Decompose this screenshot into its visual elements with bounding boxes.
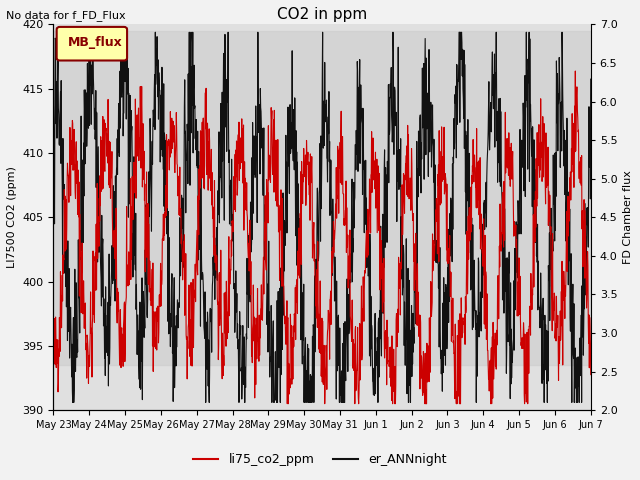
- Bar: [54, 31, 591, 365]
- Y-axis label: LI7500 CO2 (ppm): LI7500 CO2 (ppm): [7, 167, 17, 268]
- Legend: li75_co2_ppm, er_ANNnight: li75_co2_ppm, er_ANNnight: [188, 448, 452, 471]
- Text: No data for f_FD_Flux: No data for f_FD_Flux: [6, 10, 126, 21]
- Y-axis label: FD Chamber flux: FD Chamber flux: [623, 170, 633, 264]
- Title: CO2 in ppm: CO2 in ppm: [277, 7, 367, 22]
- Text: MB_flux: MB_flux: [68, 36, 122, 49]
